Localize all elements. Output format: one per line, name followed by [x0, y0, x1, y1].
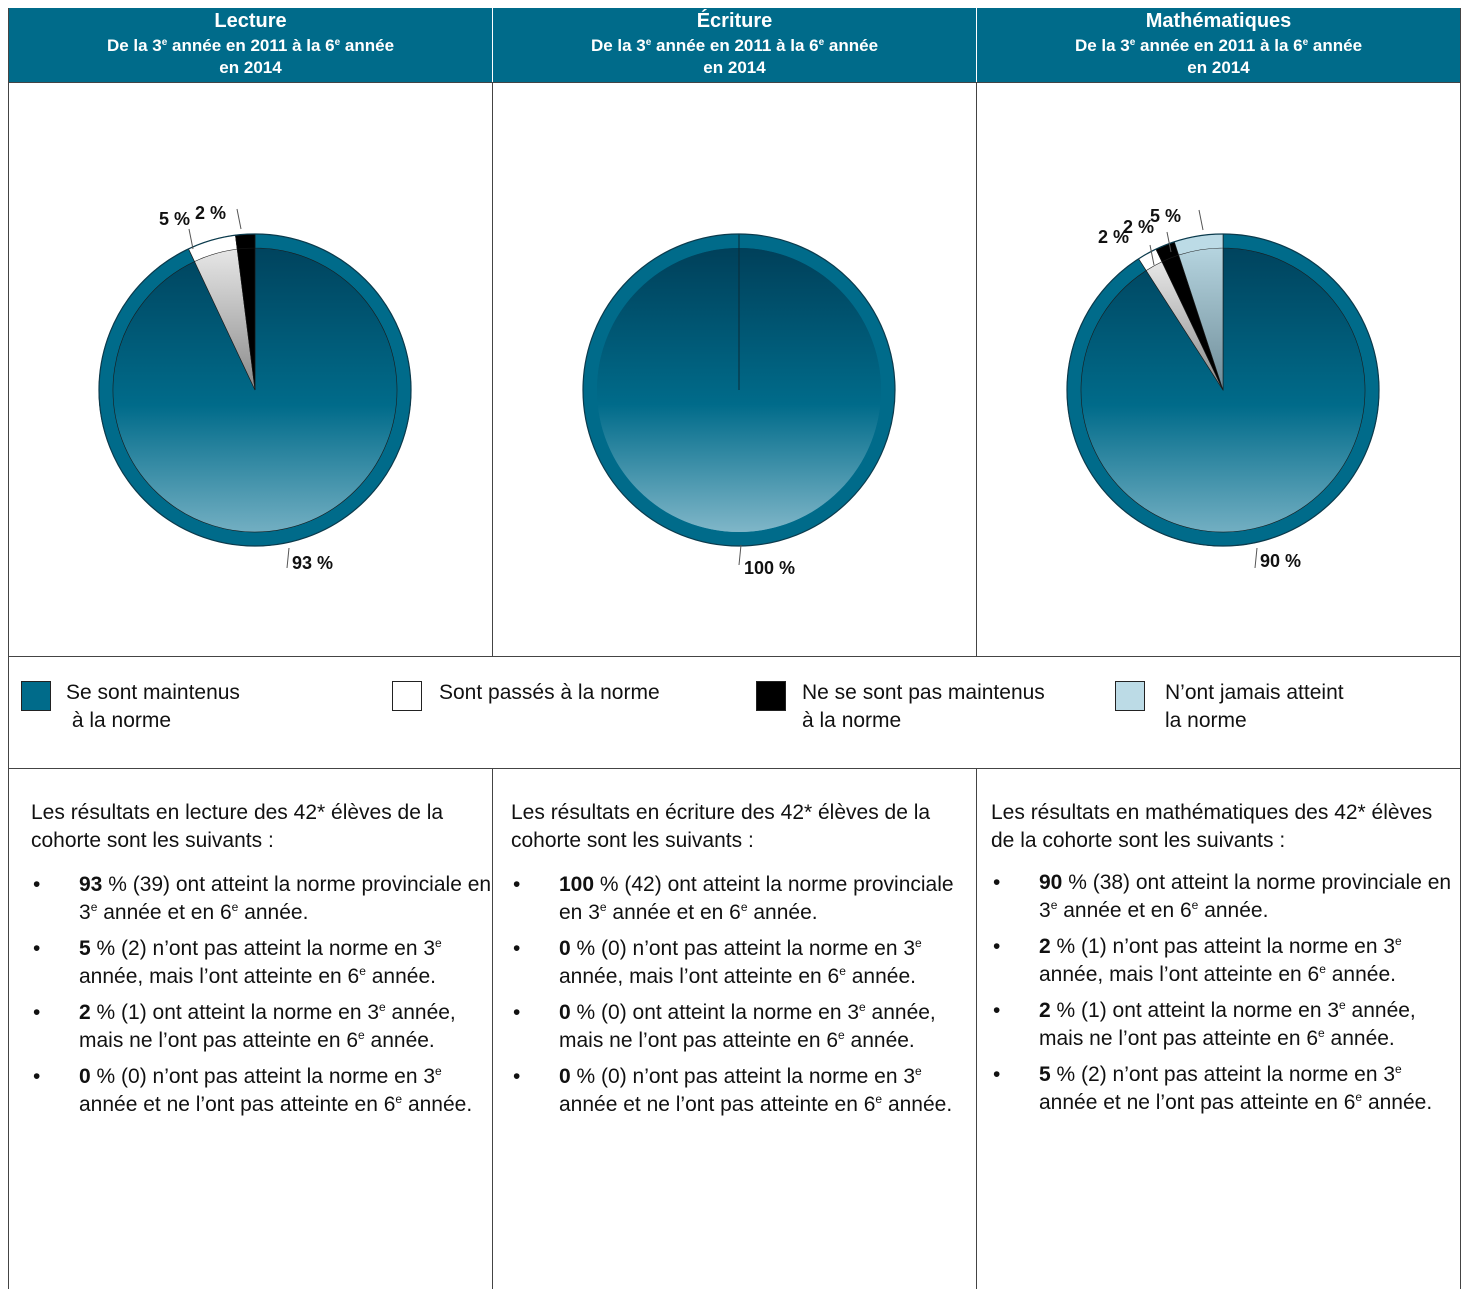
label-leader [738, 544, 742, 566]
list-item: • 93 % (39) ont atteint la norme provinci… [33, 873, 492, 924]
data-label: 5 % [1150, 206, 1181, 226]
data-label: 2 % [195, 203, 226, 223]
header-row: Lecture De la 3e année en 2011 à la 6e a… [9, 8, 1460, 82]
report-page: Lecture De la 3e année en 2011 à la 6e a… [8, 8, 1461, 1289]
summary-list: • 100 % (42) ont atteint la norme provinc… [511, 871, 979, 1127]
header-subtitle-2: en 2014 [1187, 58, 1250, 77]
divider [9, 768, 1460, 769]
legend-label-maintained: Se sont maintenus à la norme [66, 681, 240, 732]
chart-ecriture: 100 % [493, 83, 976, 656]
header-subtitle: De la 3e année en 2011 à la 6e année [590, 36, 879, 55]
list-item: • 0 % (0) n’ont pas atteint la norme en 3… [33, 1064, 473, 1116]
divider [492, 768, 493, 1289]
legend-swatch-never [1115, 681, 1145, 711]
divider [492, 82, 493, 657]
label-leader [236, 208, 242, 230]
pie-outline [98, 233, 412, 547]
data-label: 2 % [1123, 217, 1154, 237]
legend-swatch-passed [392, 681, 422, 711]
chart-mathematiques: 90 % 2 % 2 % 5 % [977, 83, 1460, 656]
legend-label-not-maintained: Ne se sont pas maintenus à la norme [802, 681, 1045, 732]
list-item: • 2 % (1) ont atteint la norme en 3e anné… [993, 998, 1416, 1050]
legend-label-never: N’ont jamais atteint la norme [1165, 681, 1344, 732]
header-subtitle: De la 3e année en 2011 à la 6e année [106, 36, 395, 55]
pie-outline [582, 233, 896, 547]
list-item: • 2 % (1) n’ont pas atteint la norme en 3… [993, 934, 1402, 986]
header-title: Mathématiques [1145, 10, 1292, 32]
summary-intro: Les résultats en écriture des 42* élèves… [511, 801, 931, 852]
list-item: • 0 % (0) ont atteint la norme en 3e anné… [513, 1000, 936, 1052]
list-item: • 0 % (0) n’ont pas atteint la norme en 3… [513, 936, 922, 988]
data-label: 2 % [1098, 227, 1129, 247]
legend: Se sont maintenus à la norme Sont passés… [9, 657, 1460, 767]
label-leader [286, 547, 290, 569]
label-leader [1166, 231, 1172, 253]
pie-chart-mathematiques: 90 %2 %2 %5 % [1066, 206, 1380, 571]
divider [976, 82, 977, 657]
summary-list: • 90 % (38) ont atteint la norme provinci… [991, 869, 1454, 1125]
label-leader [1254, 547, 1258, 569]
summary-intro: Les résultats en mathématiques des 42* é… [991, 801, 1433, 852]
data-label: 100 % [744, 558, 795, 578]
label-leader [1149, 244, 1155, 266]
pie-outline [1066, 233, 1380, 547]
data-label: 90 % [1260, 551, 1301, 571]
list-item: • 0 % (0) n’ont pas atteint la norme en 3… [513, 1064, 953, 1116]
list-item: • 5 % (2) n’ont pas atteint la norme en 3… [33, 936, 442, 988]
label-leader [188, 228, 194, 250]
chart-lecture: 93 % 5 % 2 % [9, 83, 492, 656]
divider [9, 656, 1460, 657]
header-mathematiques: Mathématiques De la 3e année en 2011 à l… [977, 8, 1460, 82]
header-subtitle-2: en 2014 [703, 58, 766, 77]
list-item: • 100 % (42) ont atteint la norme provinc… [513, 873, 954, 924]
header-lecture: Lecture De la 3e année en 2011 à la 6e a… [9, 8, 492, 82]
divider [9, 82, 1460, 83]
header-subtitle-2: en 2014 [219, 58, 282, 77]
list-item: • 2 % (1) ont atteint la norme en 3e anné… [33, 1000, 456, 1052]
legend-swatch-maintained [21, 681, 51, 711]
divider [976, 768, 977, 1289]
summary-list: • 93 % (39) ont atteint la norme provinci… [31, 871, 499, 1127]
header-subtitle: De la 3e année en 2011 à la 6e année [1074, 36, 1363, 55]
data-label: 5 % [159, 209, 190, 229]
legend-swatch-not-maintained [756, 681, 786, 711]
header-ecriture: Écriture De la 3e année en 2011 à la 6e … [493, 8, 976, 82]
list-item: • 90 % (38) ont atteint la norme provinci… [993, 871, 1452, 922]
data-label: 93 % [292, 553, 333, 573]
summary-intro: Les résultats en lecture des 42* élèves … [31, 801, 444, 852]
list-item: • 5 % (2) n’ont pas atteint la norme en 3… [993, 1062, 1433, 1114]
pie-chart-lecture: 93 % 5 % 2 % [98, 203, 412, 573]
header-title: Écriture [696, 10, 773, 32]
label-leader [1198, 209, 1204, 231]
legend-label-passed: Sont passés à la norme [439, 681, 660, 704]
slice-not-maintained-rim [235, 233, 256, 250]
pie-chart-ecriture: 100 % [582, 233, 896, 578]
header-title: Lecture [214, 10, 287, 32]
